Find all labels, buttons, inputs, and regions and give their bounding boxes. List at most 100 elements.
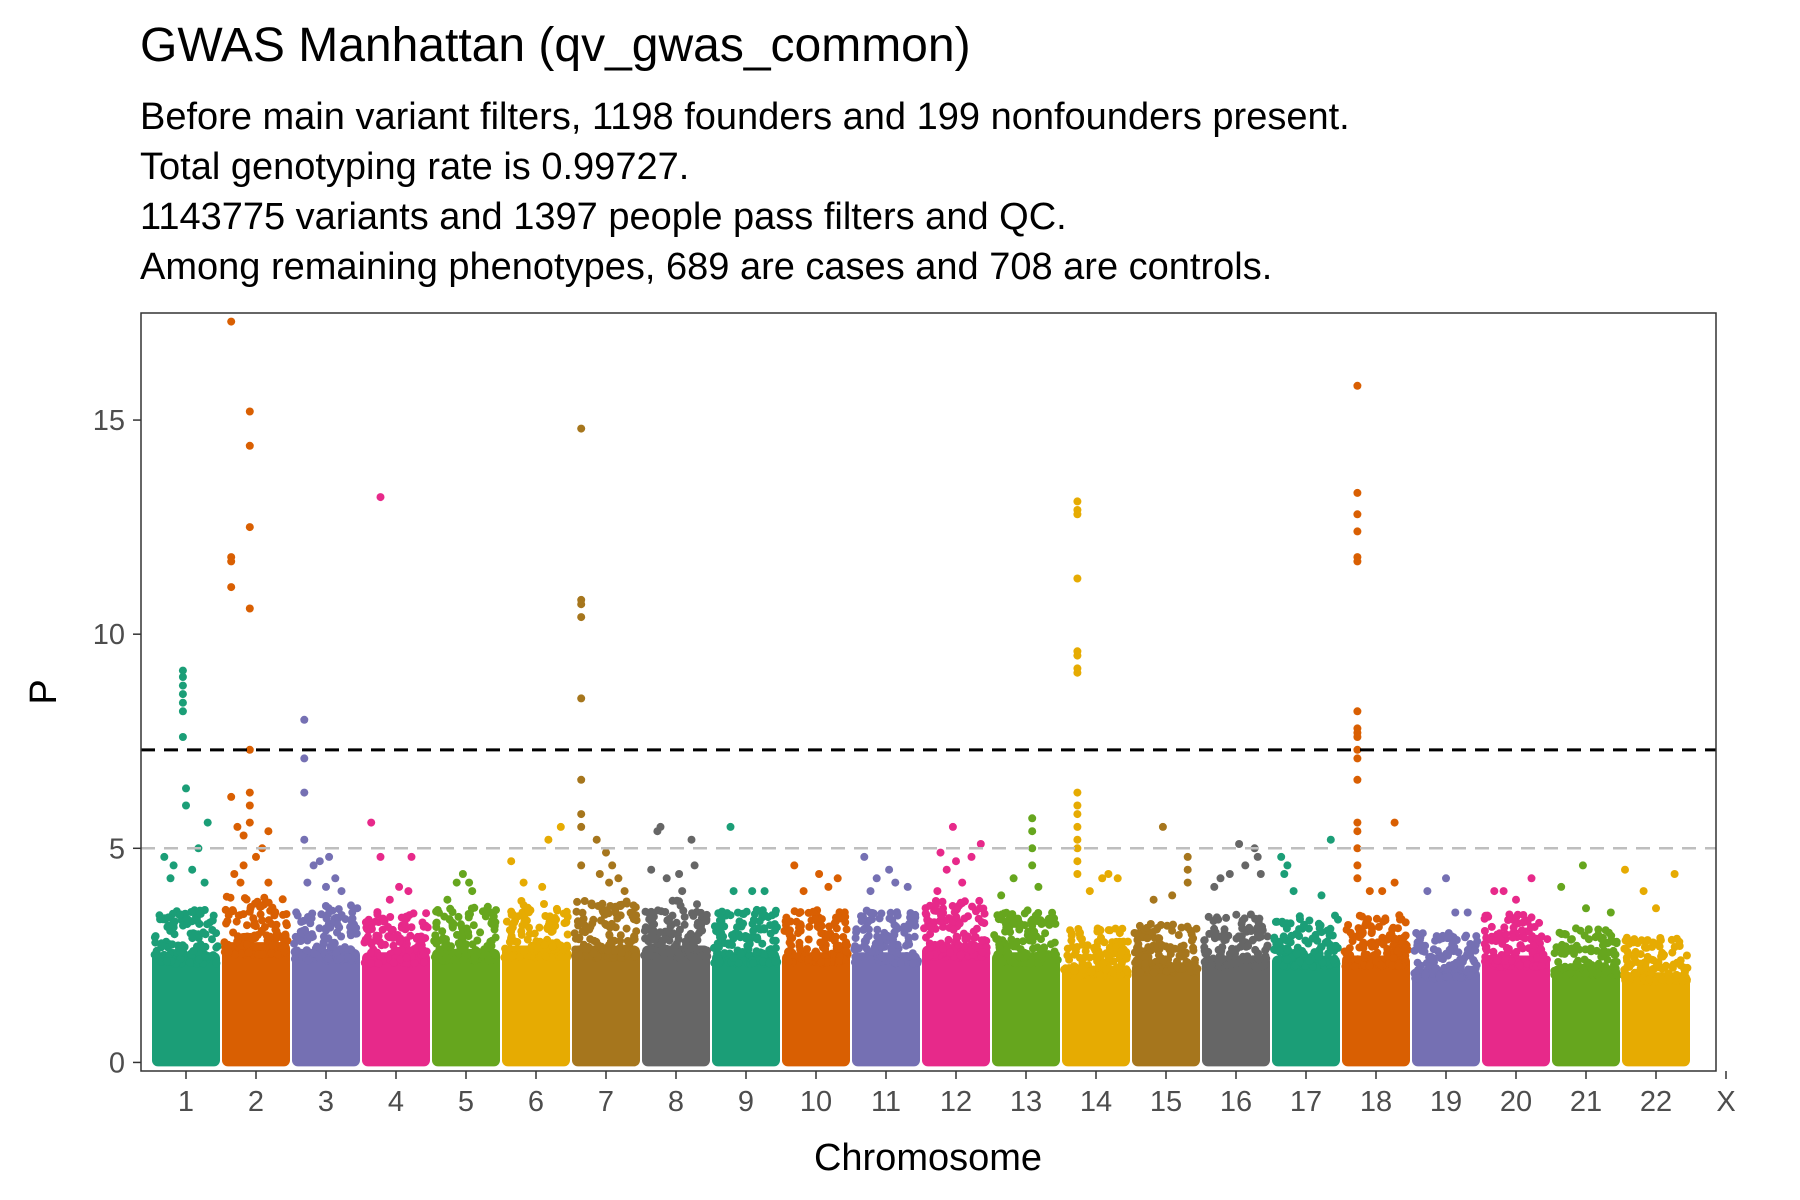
chr-9-point (760, 925, 769, 934)
chr-17-point (1325, 928, 1333, 936)
chr-17-point (1331, 941, 1340, 950)
chr-8-hit-point (647, 865, 656, 874)
chr-15-point (1186, 926, 1195, 935)
chr-15-point (1140, 953, 1149, 962)
chr-19-point (1471, 946, 1480, 955)
chr-18-point (1342, 925, 1351, 934)
chr-7-hit-point (577, 613, 586, 622)
chr-18-point (1396, 915, 1404, 924)
chr-6-point (556, 941, 565, 950)
chr-2-point (239, 910, 248, 919)
chr-7-point (616, 931, 625, 940)
chr-20-point (1501, 930, 1510, 939)
chr-20-point (1518, 944, 1527, 953)
chr-14-hit-point (1073, 822, 1082, 831)
chr-16-point (1205, 929, 1214, 938)
chr-13-point (1007, 941, 1016, 950)
chr-22-point (1668, 962, 1677, 971)
chr-9-point (761, 911, 770, 920)
chr-12-hit-point (948, 822, 957, 831)
chr-9-point (755, 917, 764, 926)
chr-17-point (1323, 937, 1332, 946)
chr-9-point (715, 957, 724, 966)
chr-5-point (454, 912, 463, 921)
chr-2-point (258, 950, 267, 959)
chr-16-point (1212, 913, 1221, 922)
chr-5-point (489, 912, 498, 921)
chr-1-hit-point (182, 801, 190, 810)
chr-6-point (513, 938, 522, 946)
chr-11-hit-point (860, 852, 869, 861)
chr-4-point (396, 955, 405, 964)
chr-8-point (656, 940, 665, 949)
chr-18-dense-points (1342, 955, 1410, 1067)
chr-2-point (278, 941, 287, 950)
chr-13-point (995, 945, 1004, 954)
chr-20-point (1481, 953, 1490, 961)
chr-12-point (975, 896, 984, 905)
chr-5-point (492, 906, 500, 915)
chr-8-point (695, 929, 704, 938)
chr-11-point (878, 953, 887, 962)
chr-1-point (203, 920, 212, 929)
chr-18-point (1379, 940, 1388, 949)
chr-16-hit-point (1225, 870, 1234, 878)
chr-18-point (1394, 962, 1403, 970)
chr-9-point (717, 914, 726, 923)
chr-4-point (373, 910, 382, 919)
chr-12-point (953, 933, 962, 942)
chr-11-point (873, 925, 882, 934)
x-tick-label: 18 (1360, 1086, 1392, 1118)
chr-7-point (573, 897, 582, 906)
chr-18-hit-point (1353, 775, 1362, 784)
chr-22-point (1620, 965, 1629, 974)
chr-15-point (1170, 944, 1179, 953)
chr-15-hit-point (1183, 878, 1192, 887)
chr-14-point (1111, 943, 1120, 952)
chr-19-point (1471, 964, 1480, 973)
chr-10-hit-point (833, 874, 842, 883)
chr-17-point (1318, 958, 1327, 967)
chr-5-point (449, 919, 458, 928)
x-tick-label: 21 (1570, 1086, 1602, 1118)
chr-7-hit-point (592, 835, 601, 844)
chr-18-point (1364, 915, 1373, 924)
chr-1-point (176, 948, 185, 957)
chr-22-point (1676, 961, 1685, 970)
chr-19-point (1412, 929, 1421, 937)
chr-13-point (1033, 917, 1042, 925)
chr-9-hit-point (726, 822, 735, 831)
chr-15-point (1149, 968, 1158, 977)
chr-13-point (1013, 937, 1022, 946)
chr-8-point (643, 934, 652, 943)
chr-7-point (574, 935, 583, 944)
chr-5-point (484, 956, 493, 965)
chr-2-hit-point (227, 583, 236, 592)
chr-22-hit-point (1670, 870, 1679, 878)
chr-6-point (550, 914, 559, 922)
chr-19-point (1466, 971, 1475, 980)
chr-16-point (1248, 936, 1257, 945)
chr-11-point (866, 908, 875, 917)
chr-7-point (607, 919, 616, 928)
chr-20-point (1529, 941, 1538, 950)
chr-7-point (604, 909, 613, 918)
chr-9-point (753, 935, 762, 944)
chr-18-point (1348, 931, 1357, 940)
chr-13-point (1003, 952, 1012, 961)
chr-6-point (527, 941, 536, 950)
chr-3-point (301, 925, 309, 934)
chr-6-point (547, 927, 556, 936)
chr-4-point (376, 952, 385, 961)
chr-7-hit-point (577, 822, 586, 831)
chr-7-point (570, 929, 579, 938)
chr-2-point (237, 949, 246, 958)
chr-9-point (752, 905, 761, 914)
chr-18-point (1342, 955, 1351, 964)
chr-1-point (212, 959, 221, 968)
chr-8-point (688, 909, 696, 918)
chr-5-point (432, 939, 441, 948)
chr-3-hit-point (300, 715, 309, 724)
chr-21-point (1609, 946, 1618, 955)
chr-9-point (749, 959, 758, 968)
